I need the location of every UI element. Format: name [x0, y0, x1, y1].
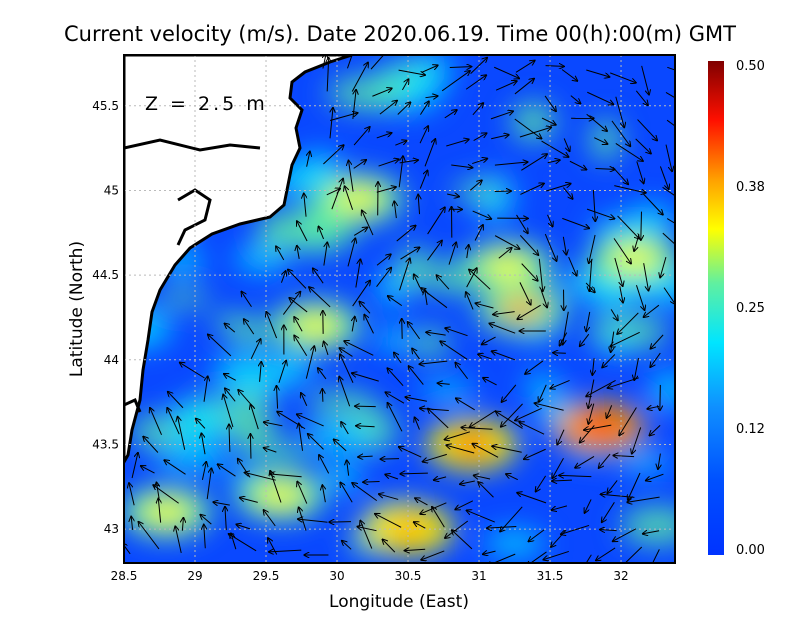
x-tick-label: 29.5: [253, 569, 280, 583]
y-tick-label: 44: [104, 353, 119, 367]
velocity-patch: [484, 531, 544, 557]
velocity-patch: [651, 372, 689, 408]
x-axis-ticks: 28.5 29 29.5 30 30.5 31 31.5 32: [111, 569, 629, 583]
velocity-hotspot: [291, 314, 341, 338]
colorbar-tick-label: 0.50: [736, 59, 765, 74]
velocity-patch: [591, 119, 621, 160]
velocity-arrow: [495, 191, 511, 192]
y-tick-label: 43: [104, 522, 119, 536]
map-title: Current velocity (m/s). Date 2020.06.19.…: [64, 22, 736, 46]
x-tick-label: 31.5: [537, 569, 564, 583]
velocity-arrow: [363, 481, 379, 482]
colorbar-tick-label: 0.00: [736, 543, 765, 558]
colorbar: [708, 61, 724, 555]
y-tick-label: 45.5: [92, 99, 119, 113]
y-axis-ticks: 43 43.5 44 44.5 45 45.5: [92, 99, 119, 536]
x-tick-label: 28.5: [111, 569, 138, 583]
velocity-hotspot: [255, 483, 305, 507]
x-tick-label: 30.5: [395, 569, 422, 583]
colorbar-tick-label: 0.38: [736, 180, 765, 195]
velocity-patch: [322, 464, 361, 490]
y-tick-label: 45: [104, 183, 119, 197]
x-axis-label: Longitude (East): [329, 592, 469, 612]
depth-label: Z = 2.5 m: [145, 93, 268, 115]
x-tick-label: 32: [613, 569, 628, 583]
colorbar-tick-label: 0.25: [736, 301, 765, 316]
colorbar-tick-label: 0.12: [736, 422, 765, 437]
y-axis-label: Latitude (North): [67, 241, 87, 377]
plot-area: [98, 46, 706, 572]
x-tick-label: 30: [329, 569, 344, 583]
velocity-patch: [156, 446, 231, 470]
velocity-arrow: [381, 459, 399, 460]
y-tick-label: 44.5: [92, 268, 119, 282]
x-tick-label: 31: [471, 569, 486, 583]
velocity-patch: [168, 400, 227, 445]
velocity-arrow: [641, 212, 642, 240]
velocity-arrow: [322, 389, 323, 402]
x-tick-label: 29: [187, 569, 202, 583]
velocity-patch: [159, 290, 210, 306]
velocity-patch: [305, 421, 374, 452]
velocity-patch: [234, 246, 289, 272]
velocity-patch: [376, 328, 412, 351]
velocity-patch: [377, 271, 407, 306]
colorbar-ticks: 0.50 0.38 0.25 0.12 0.00: [736, 59, 765, 558]
y-tick-label: 43.5: [92, 437, 119, 451]
velocity-patch: [621, 507, 694, 545]
velocity-arrow: [250, 434, 251, 459]
velocity-hotspot: [142, 500, 192, 524]
velocity-hotspot: [497, 297, 547, 321]
velocity-arrow: [355, 406, 376, 407]
velocity-patch: [230, 409, 275, 452]
